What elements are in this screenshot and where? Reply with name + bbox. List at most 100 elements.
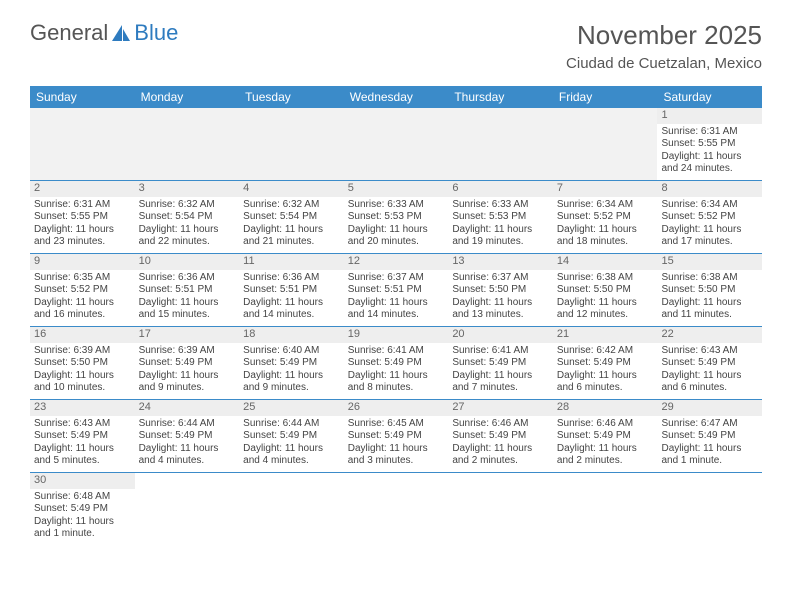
day-number: 5: [344, 181, 449, 197]
day-details: Sunrise: 6:36 AMSunset: 5:51 PMDaylight:…: [139, 272, 236, 322]
day-cell-1: 1Sunrise: 6:31 AMSunset: 5:55 PMDaylight…: [657, 108, 762, 180]
day-cell-6: 6 Sunrise: 6:33 AMSunset: 5:53 PMDaylight…: [448, 181, 553, 253]
weekday-tuesday: Tuesday: [239, 86, 344, 108]
weeks-container: 1Sunrise: 6:31 AMSunset: 5:55 PMDaylight…: [30, 108, 762, 545]
weekday-monday: Monday: [135, 86, 240, 108]
day-cell-10: 10 Sunrise: 6:36 AMSunset: 5:51 PMDayligh…: [135, 254, 240, 326]
day-number: 26: [344, 400, 449, 416]
day-number: 10: [135, 254, 240, 270]
day-details: Sunrise: 6:46 AMSunset: 5:49 PMDaylight:…: [557, 418, 654, 468]
day-cell-21: 21 Sunrise: 6:42 AMSunset: 5:49 PMDayligh…: [553, 327, 658, 399]
day-cell-2: 2 Sunrise: 6:31 AMSunset: 5:55 PMDaylight…: [30, 181, 135, 253]
day-number: 28: [553, 400, 658, 416]
day-details: Sunrise: 6:39 AMSunset: 5:50 PMDaylight:…: [34, 345, 131, 395]
day-number: 2: [30, 181, 135, 197]
day-details: Sunrise: 6:35 AMSunset: 5:52 PMDaylight:…: [34, 272, 131, 322]
empty-cell: [657, 473, 762, 545]
day-details: Sunrise: 6:42 AMSunset: 5:49 PMDaylight:…: [557, 345, 654, 395]
day-number: 29: [657, 400, 762, 416]
day-cell-13: 13Sunrise: 6:37 AMSunset: 5:50 PMDayligh…: [448, 254, 553, 326]
day-number: 19: [344, 327, 449, 343]
day-cell-29: 29 Sunrise: 6:47 AMSunset: 5:49 PMDayligh…: [657, 400, 762, 472]
day-cell-24: 24Sunrise: 6:44 AMSunset: 5:49 PMDayligh…: [135, 400, 240, 472]
day-number: 13: [448, 254, 553, 270]
empty-cell: [448, 108, 553, 180]
day-cell-12: 12 Sunrise: 6:37 AMSunset: 5:51 PMDayligh…: [344, 254, 449, 326]
day-number: 16: [30, 327, 135, 343]
day-cell-3: 3 Sunrise: 6:32 AMSunset: 5:54 PMDaylight…: [135, 181, 240, 253]
empty-cell: [239, 108, 344, 180]
day-details: Sunrise: 6:34 AMSunset: 5:52 PMDaylight:…: [557, 199, 654, 249]
logo-sail-icon: [110, 23, 132, 43]
week-row: 2 Sunrise: 6:31 AMSunset: 5:55 PMDaylight…: [30, 181, 762, 254]
day-details: Sunrise: 6:36 AMSunset: 5:51 PMDaylight:…: [243, 272, 340, 322]
day-details: Sunrise: 6:37 AMSunset: 5:51 PMDaylight:…: [348, 272, 445, 322]
day-details: Sunrise: 6:43 AMSunset: 5:49 PMDaylight:…: [34, 418, 131, 468]
day-details: Sunrise: 6:31 AMSunset: 5:55 PMDaylight:…: [661, 126, 758, 176]
day-number: 3: [135, 181, 240, 197]
day-number: 24: [135, 400, 240, 416]
day-cell-19: 19 Sunrise: 6:41 AMSunset: 5:49 PMDayligh…: [344, 327, 449, 399]
weekday-sunday: Sunday: [30, 86, 135, 108]
day-number: 22: [657, 327, 762, 343]
day-cell-5: 5Sunrise: 6:33 AMSunset: 5:53 PMDaylight…: [344, 181, 449, 253]
day-cell-18: 18Sunrise: 6:40 AMSunset: 5:49 PMDayligh…: [239, 327, 344, 399]
day-details: Sunrise: 6:32 AMSunset: 5:54 PMDaylight:…: [139, 199, 236, 249]
empty-cell: [553, 108, 658, 180]
day-details: Sunrise: 6:33 AMSunset: 5:53 PMDaylight:…: [452, 199, 549, 249]
day-number: 18: [239, 327, 344, 343]
day-number: 8: [657, 181, 762, 197]
day-cell-30: 30 Sunrise: 6:48 AMSunset: 5:49 PMDayligh…: [30, 473, 135, 545]
header: General Blue November 2025 Ciudad de Cue…: [0, 0, 792, 80]
day-cell-16: 16 Sunrise: 6:39 AMSunset: 5:50 PMDayligh…: [30, 327, 135, 399]
weekday-thursday: Thursday: [448, 86, 553, 108]
day-details: Sunrise: 6:31 AMSunset: 5:55 PMDaylight:…: [34, 199, 131, 249]
day-number: 12: [344, 254, 449, 270]
day-details: Sunrise: 6:39 AMSunset: 5:49 PMDaylight:…: [139, 345, 236, 395]
day-details: Sunrise: 6:47 AMSunset: 5:49 PMDaylight:…: [661, 418, 758, 468]
day-cell-17: 17 Sunrise: 6:39 AMSunset: 5:49 PMDayligh…: [135, 327, 240, 399]
day-details: Sunrise: 6:41 AMSunset: 5:49 PMDaylight:…: [452, 345, 549, 395]
empty-cell: [344, 473, 449, 545]
day-details: Sunrise: 6:34 AMSunset: 5:52 PMDaylight:…: [661, 199, 758, 249]
week-row: 16 Sunrise: 6:39 AMSunset: 5:50 PMDayligh…: [30, 327, 762, 400]
day-number: 17: [135, 327, 240, 343]
week-row: 9 Sunrise: 6:35 AMSunset: 5:52 PMDaylight…: [30, 254, 762, 327]
empty-cell: [30, 108, 135, 180]
day-number: 9: [30, 254, 135, 270]
empty-cell: [239, 473, 344, 545]
empty-cell: [448, 473, 553, 545]
logo-part1: General: [30, 20, 108, 46]
empty-cell: [135, 108, 240, 180]
weekday-friday: Friday: [553, 86, 658, 108]
empty-cell: [344, 108, 449, 180]
day-cell-22: 22Sunrise: 6:43 AMSunset: 5:49 PMDayligh…: [657, 327, 762, 399]
empty-cell: [135, 473, 240, 545]
logo-part2: Blue: [134, 20, 178, 46]
day-cell-26: 26 Sunrise: 6:45 AMSunset: 5:49 PMDayligh…: [344, 400, 449, 472]
day-details: Sunrise: 6:38 AMSunset: 5:50 PMDaylight:…: [661, 272, 758, 322]
day-cell-14: 14 Sunrise: 6:38 AMSunset: 5:50 PMDayligh…: [553, 254, 658, 326]
day-cell-28: 28 Sunrise: 6:46 AMSunset: 5:49 PMDayligh…: [553, 400, 658, 472]
day-cell-8: 8 Sunrise: 6:34 AMSunset: 5:52 PMDaylight…: [657, 181, 762, 253]
week-row: 23Sunrise: 6:43 AMSunset: 5:49 PMDayligh…: [30, 400, 762, 473]
page-subtitle: Ciudad de Cuetzalan, Mexico: [566, 55, 762, 72]
day-number: 20: [448, 327, 553, 343]
day-number: 21: [553, 327, 658, 343]
day-details: Sunrise: 6:48 AMSunset: 5:49 PMDaylight:…: [34, 491, 131, 541]
title-block: November 2025 Ciudad de Cuetzalan, Mexic…: [566, 20, 762, 72]
day-number: 6: [448, 181, 553, 197]
day-details: Sunrise: 6:41 AMSunset: 5:49 PMDaylight:…: [348, 345, 445, 395]
day-number: 27: [448, 400, 553, 416]
day-details: Sunrise: 6:38 AMSunset: 5:50 PMDaylight:…: [557, 272, 654, 322]
day-number: 30: [30, 473, 135, 489]
empty-cell: [553, 473, 658, 545]
week-row: 1Sunrise: 6:31 AMSunset: 5:55 PMDaylight…: [30, 108, 762, 181]
day-details: Sunrise: 6:45 AMSunset: 5:49 PMDaylight:…: [348, 418, 445, 468]
logo: General Blue: [30, 20, 178, 46]
day-cell-11: 11Sunrise: 6:36 AMSunset: 5:51 PMDayligh…: [239, 254, 344, 326]
day-number: 14: [553, 254, 658, 270]
day-number: 7: [553, 181, 658, 197]
calendar: SundayMondayTuesdayWednesdayThursdayFrid…: [30, 86, 762, 545]
day-details: Sunrise: 6:44 AMSunset: 5:49 PMDaylight:…: [243, 418, 340, 468]
